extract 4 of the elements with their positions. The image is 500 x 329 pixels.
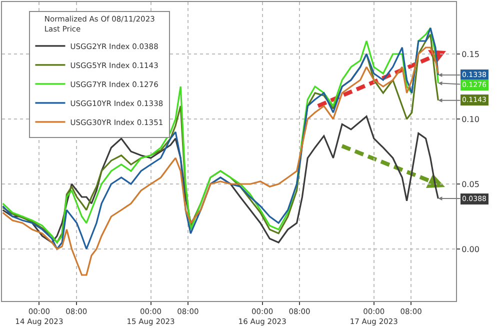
y-tick-label: 0.05 [462,180,480,189]
y-tick-label: 0.10 [462,114,480,124]
y-tick-label: 0.15 [462,50,480,59]
y-tick-label: 0.00 [462,244,480,254]
